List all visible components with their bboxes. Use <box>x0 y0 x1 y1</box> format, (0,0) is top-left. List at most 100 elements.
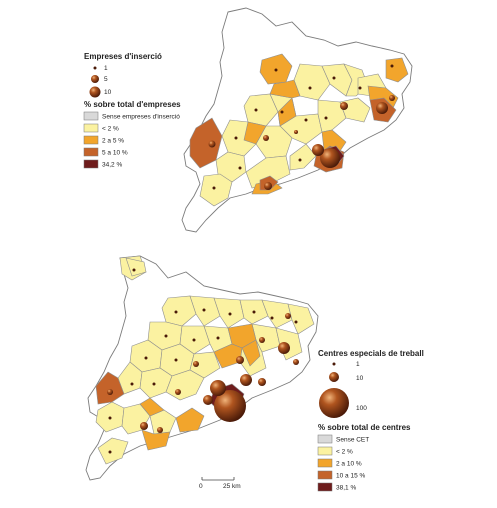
class-legend-swatch <box>317 482 333 492</box>
class-legend-swatch <box>83 159 99 169</box>
size-legend-label: 1 <box>104 65 108 72</box>
bubble <box>304 118 308 122</box>
bubble <box>376 102 388 114</box>
bubble <box>157 427 163 433</box>
scale-bar: 0 25 km <box>199 477 241 490</box>
size-legend-label: 10 <box>356 375 364 382</box>
bubble <box>324 116 328 120</box>
class-legend-swatch <box>317 470 333 480</box>
bubble <box>320 148 340 168</box>
bubble <box>212 186 216 190</box>
class-legend-swatch <box>83 147 99 157</box>
bubble <box>294 320 298 324</box>
size-legend-symbol-2 <box>91 75 99 83</box>
size-legend-label: 10 <box>104 89 112 96</box>
bubble <box>214 390 246 422</box>
size-legend-title: Centres especials de treball <box>318 349 424 358</box>
bubble <box>208 140 216 148</box>
catalonia-outline-bottom <box>85 255 319 481</box>
class-legend-swatch <box>317 446 333 456</box>
class-legend-label: 5 a 10 % <box>102 150 128 157</box>
class-legend-label: 2 a 10 % <box>336 461 362 468</box>
bubble <box>210 380 226 396</box>
class-legend-swatch <box>317 434 333 444</box>
class-lt2-regions-bottom <box>95 255 315 465</box>
bubble <box>263 135 269 141</box>
bubble <box>238 166 242 170</box>
bubble <box>132 268 136 272</box>
size-legend-symbol-2 <box>329 372 339 382</box>
size-legend-label: 100 <box>356 405 367 412</box>
legend-top: Empreses d'inserció 1 5 10 % sobre total… <box>83 52 181 169</box>
bubble <box>308 86 312 90</box>
bubble <box>174 358 178 362</box>
bubble <box>152 382 156 386</box>
class-legend-label: 10 a 15 % <box>336 473 365 480</box>
bubble <box>107 389 113 395</box>
bubble <box>175 389 181 395</box>
bubble <box>254 108 258 112</box>
bubble <box>298 158 302 162</box>
bubble <box>259 337 265 343</box>
bubble <box>140 422 148 430</box>
bubble <box>236 356 244 364</box>
bubble <box>390 64 394 68</box>
bubble <box>193 361 199 367</box>
class-legend-label: 38,1 % <box>336 485 356 492</box>
class-legend-swatch <box>83 135 99 145</box>
size-legend-symbol-1 <box>332 362 336 366</box>
bubble <box>264 182 272 190</box>
map-empreses-insercio: Empreses d'inserció 1 5 10 % sobre total… <box>83 7 413 233</box>
bubble <box>294 130 298 134</box>
class-legend-label: < 2 % <box>336 449 353 456</box>
scale-bar-end-label: 25 km <box>223 483 241 490</box>
bubble <box>332 76 336 80</box>
bubble <box>108 416 112 420</box>
class-2to10-regions-bottom <box>139 323 261 451</box>
bubble <box>234 136 238 140</box>
bubble <box>252 310 256 314</box>
bubble <box>108 450 112 454</box>
class-legend-label: 2 a 5 % <box>102 138 124 145</box>
bubble <box>358 86 362 90</box>
size-legend-symbol-3 <box>319 388 349 418</box>
bubble <box>340 102 348 110</box>
class-legend-swatch <box>83 111 99 121</box>
bubbles-top <box>208 64 395 190</box>
bubble <box>280 110 284 114</box>
bubble <box>274 68 278 72</box>
bubble <box>192 338 196 342</box>
size-legend-symbol-1 <box>93 66 97 70</box>
bubble <box>285 313 291 319</box>
scale-bar-start-label: 0 <box>199 483 203 490</box>
bubble <box>164 334 168 338</box>
bubble <box>228 312 232 316</box>
bubble <box>203 395 213 405</box>
map-centres-especials-treball: Centres especials de treball 1 10 100 % … <box>85 255 424 492</box>
bubble <box>389 95 395 101</box>
bubble <box>270 316 274 320</box>
class-10to15-regions-bottom <box>95 371 125 405</box>
class-legend-label: Sense CET <box>336 437 369 444</box>
bubble <box>174 310 178 314</box>
bubble <box>278 342 290 354</box>
class-legend-title: % sobre total de centres <box>318 423 411 432</box>
bubble <box>216 336 220 340</box>
bubble <box>130 382 134 386</box>
bubble <box>144 356 148 360</box>
bubble <box>202 308 206 312</box>
class-legend-swatch <box>83 123 99 133</box>
class-legend-swatch <box>317 458 333 468</box>
size-legend-label: 1 <box>356 361 360 368</box>
size-legend-title: Empreses d'inserció <box>84 52 162 61</box>
class-legend-label: 34,2 % <box>102 162 122 169</box>
size-legend-symbol-3 <box>89 86 101 98</box>
legend-bottom: Centres especials de treball 1 10 100 % … <box>317 349 424 492</box>
bubble <box>293 359 299 365</box>
class-legend-title: % sobre total d'empreses <box>84 100 181 109</box>
bubble <box>312 144 324 156</box>
bubble <box>240 374 252 386</box>
bubbles-bottom <box>107 268 299 454</box>
